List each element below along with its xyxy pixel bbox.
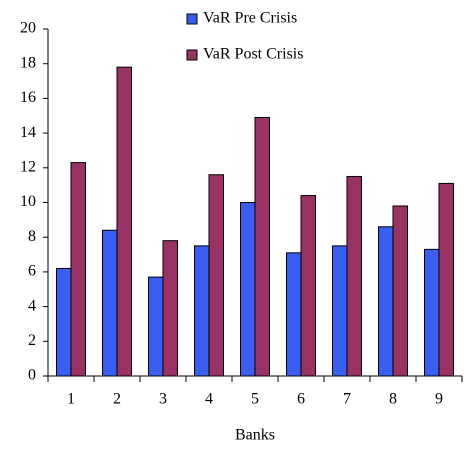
y-tick-label: 20 bbox=[20, 20, 36, 37]
legend-swatch bbox=[186, 13, 198, 25]
bar bbox=[162, 240, 178, 377]
x-tick-label: 3 bbox=[159, 391, 167, 408]
bar bbox=[438, 182, 454, 377]
y-tick-label: 12 bbox=[20, 158, 36, 175]
y-tick-label: 4 bbox=[28, 297, 36, 314]
bar bbox=[300, 195, 316, 377]
x-tick-label: 8 bbox=[389, 391, 397, 408]
bar bbox=[56, 267, 72, 377]
bar bbox=[254, 116, 270, 377]
x-tick-label: 5 bbox=[251, 391, 259, 408]
x-tick-label: 4 bbox=[205, 391, 213, 408]
bar bbox=[148, 276, 164, 377]
y-tick-label: 10 bbox=[20, 193, 36, 210]
y-tick-label: 16 bbox=[20, 89, 36, 106]
bar bbox=[208, 174, 224, 377]
bar bbox=[424, 248, 440, 377]
bar bbox=[346, 175, 362, 377]
bar bbox=[378, 226, 394, 377]
bar bbox=[240, 202, 256, 377]
x-axis-label: Banks bbox=[235, 427, 275, 444]
x-tick-label: 1 bbox=[67, 391, 75, 408]
bar bbox=[194, 245, 210, 377]
legend-label: VaR Pre Crisis bbox=[203, 10, 297, 27]
bar bbox=[286, 252, 302, 377]
legend-label: VaR Post Crisis bbox=[203, 46, 303, 63]
y-tick-label: 0 bbox=[28, 367, 36, 384]
x-tick-label: 2 bbox=[113, 391, 121, 408]
x-tick-label: 9 bbox=[435, 391, 443, 408]
bar bbox=[116, 66, 132, 377]
bar bbox=[102, 229, 118, 377]
y-tick-label: 6 bbox=[28, 263, 36, 280]
y-tick-label: 14 bbox=[20, 124, 36, 141]
y-tick-label: 8 bbox=[28, 228, 36, 245]
bar bbox=[392, 205, 408, 377]
legend-swatch bbox=[186, 49, 198, 61]
x-tick-label: 7 bbox=[343, 391, 351, 408]
y-tick-label: 2 bbox=[28, 332, 36, 349]
bar bbox=[332, 245, 348, 377]
y-tick-label: 18 bbox=[20, 54, 36, 71]
x-tick-label: 6 bbox=[297, 391, 305, 408]
bar bbox=[70, 162, 86, 377]
